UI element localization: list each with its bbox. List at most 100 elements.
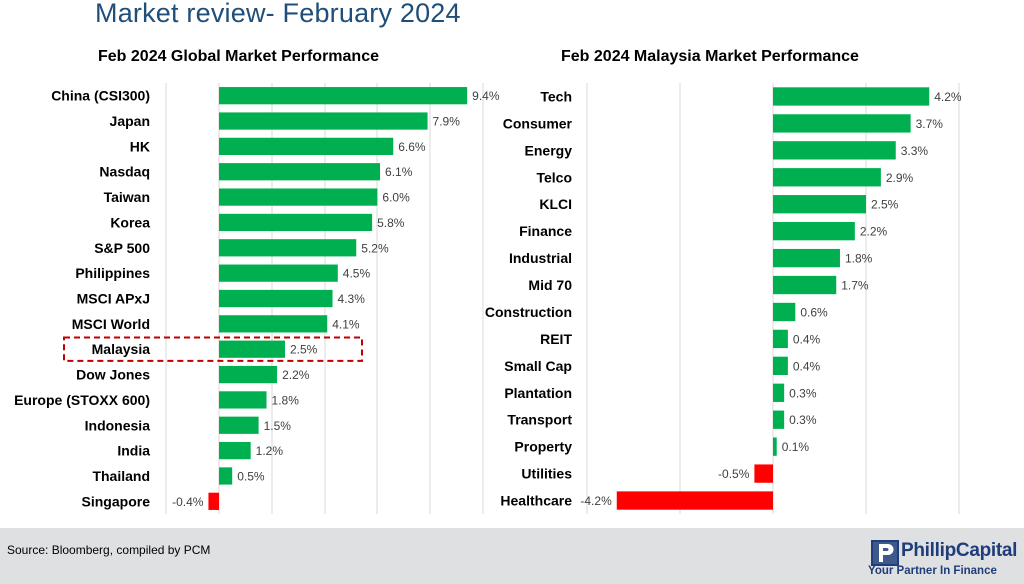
value-label-singapore: -0.4% (172, 495, 204, 509)
bar-property (773, 437, 777, 456)
value-label-finance: 2.2% (860, 225, 888, 239)
category-label-thailand: Thailand (92, 468, 150, 484)
category-label-mid-70: Mid 70 (528, 277, 572, 293)
value-label-consumer: 3.7% (916, 117, 944, 131)
value-label-transport: 0.3% (789, 413, 817, 427)
category-label-reit: REIT (540, 331, 572, 347)
category-label-s-p-500: S&P 500 (94, 240, 150, 256)
bar-msci-apxj (219, 289, 333, 308)
category-label-transport: Transport (507, 412, 572, 428)
value-label-plantation: 0.3% (789, 386, 817, 400)
category-label-finance: Finance (519, 223, 572, 239)
category-label-taiwan: Taiwan (104, 189, 150, 205)
category-label-industrial: Industrial (509, 250, 572, 266)
category-label-india: India (117, 443, 150, 459)
category-label-small-cap: Small Cap (504, 358, 572, 374)
bar-utilities (754, 464, 773, 483)
category-label-construction: Construction (485, 304, 572, 320)
category-label-energy: Energy (525, 142, 573, 158)
brand-logo: PhillipCapital Your Partner In Finance (867, 534, 1022, 580)
bar-klci (773, 195, 866, 214)
bar-dow-jones (219, 365, 278, 384)
bar-s-p-500 (219, 239, 357, 257)
value-label-klci: 2.5% (871, 198, 899, 212)
bar-finance (773, 221, 855, 241)
bar-energy (773, 141, 896, 160)
value-label-mid-70: 1.7% (841, 279, 869, 293)
bar-construction (773, 302, 796, 322)
brand-tagline: Your Partner In Finance (868, 565, 997, 577)
value-label-healthcare: -4.2% (580, 494, 612, 508)
value-label-hk: 6.6% (398, 140, 426, 154)
bar-singapore (208, 492, 219, 510)
category-label-nasdaq: Nasdaq (99, 164, 150, 180)
value-label-construction: 0.6% (800, 305, 828, 319)
value-label-s-p-500: 5.2% (361, 241, 389, 255)
bar-thailand (219, 467, 233, 485)
category-label-philippines: Philippines (75, 265, 150, 281)
malaysia-performance-chart: Tech 4.2% Consumer 3.7% Energy 3.3% Telco 2.9% K… (485, 83, 962, 514)
global-chart-title: Feb 2024 Global Market Performance (98, 48, 379, 65)
bar-consumer (773, 114, 911, 133)
category-label-europe-stoxx-600: Europe (STOXX 600) (14, 392, 150, 408)
value-label-small-cap: 0.4% (793, 359, 821, 373)
bar-healthcare (616, 491, 773, 510)
value-label-indonesia: 1.5% (264, 419, 292, 433)
value-label-philippines: 4.5% (343, 267, 371, 281)
bar-tech (773, 87, 930, 106)
value-label-europe-stoxx-600: 1.8% (272, 393, 300, 407)
value-label-tech: 4.2% (934, 90, 962, 104)
value-label-korea: 5.8% (377, 216, 405, 230)
value-label-property: 0.1% (782, 440, 810, 454)
bar-philippines (219, 264, 338, 282)
malaysia-chart-title: Feb 2024 Malaysia Market Performance (561, 48, 859, 65)
category-label-hk: HK (130, 138, 150, 154)
category-label-plantation: Plantation (504, 385, 572, 401)
bar-msci-world (219, 315, 328, 333)
bar-china-csi300 (219, 87, 468, 105)
bar-europe-stoxx-600 (219, 391, 267, 409)
bar-indonesia (219, 416, 259, 434)
value-label-nasdaq: 6.1% (385, 165, 413, 179)
bar-industrial (773, 248, 840, 268)
phillip-logo-icon (871, 540, 899, 566)
bar-telco (773, 168, 881, 187)
bar-korea (219, 213, 373, 232)
value-label-msci-world: 4.1% (332, 317, 360, 331)
category-label-dow-jones: Dow Jones (76, 367, 150, 383)
value-label-msci-apxj: 4.3% (338, 292, 366, 306)
global-performance-chart: China (CSI300) 9.4% Japan 7.9% HK 6.6% Nasdaq 6… (14, 83, 500, 514)
bar-transport (773, 410, 785, 429)
value-label-energy: 3.3% (901, 144, 929, 158)
category-label-malaysia: Malaysia (92, 341, 151, 357)
bar-malaysia (219, 340, 285, 358)
category-label-telco: Telco (536, 169, 572, 185)
category-label-japan: Japan (110, 113, 150, 129)
category-label-property: Property (514, 439, 572, 455)
bar-small-cap (773, 356, 788, 376)
category-label-klci: KLCI (539, 196, 572, 212)
category-label-msci-world: MSCI World (72, 316, 150, 332)
brand-name: PhillipCapital (901, 540, 1018, 561)
value-label-taiwan: 6.0% (382, 191, 410, 205)
category-label-tech: Tech (540, 88, 572, 104)
value-label-reit: 0.4% (793, 332, 821, 346)
value-label-thailand: 0.5% (237, 469, 265, 483)
bar-mid-70 (773, 275, 837, 295)
value-label-telco: 2.9% (886, 171, 914, 185)
category-label-msci-apxj: MSCI APxJ (77, 291, 150, 307)
footer-bar: Source: Bloomberg, compiled by PCM Phill… (0, 528, 1024, 584)
bar-india (219, 441, 251, 460)
page-title: Market review- February 2024 (95, 0, 461, 28)
value-label-dow-jones: 2.2% (282, 368, 310, 382)
bar-japan (219, 112, 428, 130)
value-label-malaysia: 2.5% (290, 343, 318, 357)
highlight-box (63, 336, 363, 362)
category-label-china-csi300: China (CSI300) (51, 88, 150, 104)
value-label-china-csi300: 9.4% (472, 89, 500, 103)
bar-taiwan (219, 188, 378, 206)
source-note: Source: Bloomberg, compiled by PCM (7, 543, 211, 557)
value-label-industrial: 1.8% (845, 252, 873, 266)
bar-nasdaq (219, 163, 381, 181)
bar-hk (219, 137, 394, 156)
